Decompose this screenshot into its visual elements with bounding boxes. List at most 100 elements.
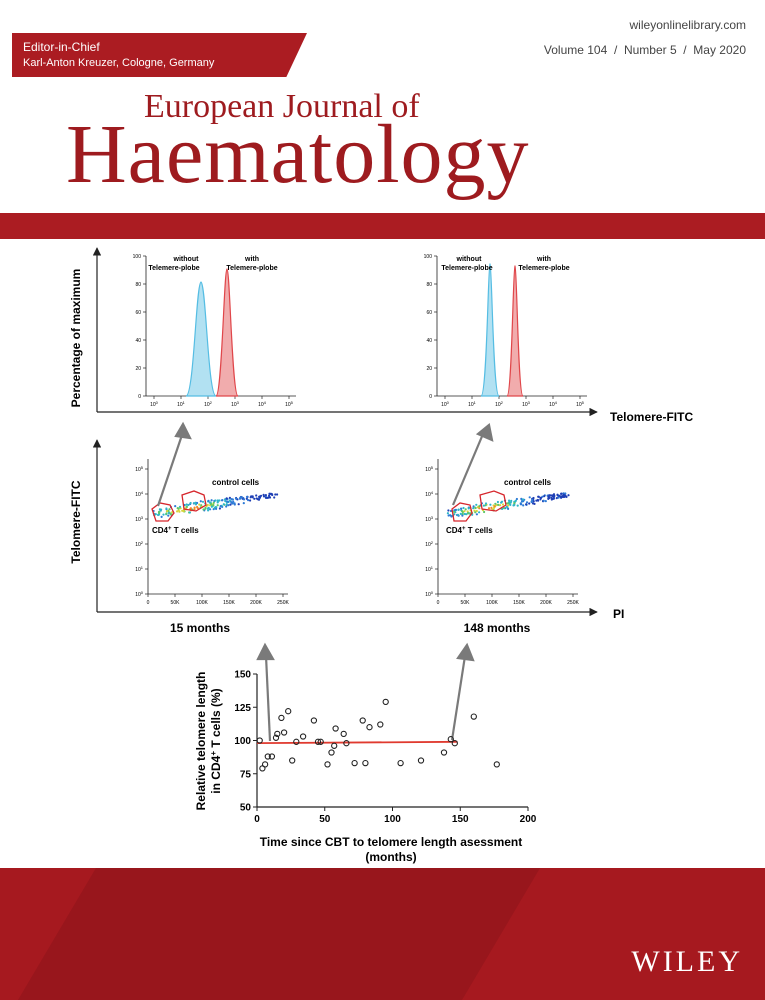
cell-event (178, 510, 181, 513)
journal-title-line2: Haematology (66, 108, 530, 201)
flow-x-tick-label: 250K (277, 600, 289, 606)
chart-y-label-line2: in CD4+ T cells (%) (209, 688, 224, 793)
cell-event (460, 507, 463, 510)
cell-event (520, 503, 523, 506)
data-point (447, 736, 454, 743)
cell-event (216, 501, 219, 504)
cell-event (520, 497, 523, 500)
flow-x-tick-label: 50K (171, 600, 181, 606)
cell-event (474, 511, 477, 514)
cell-event (262, 495, 266, 498)
cell-event (222, 503, 225, 506)
cell-event (478, 507, 481, 510)
editor-name: Karl-Anton Kreuzer, Cologne, Germany (23, 57, 215, 69)
hist-y-tick-label: 0 (138, 394, 141, 400)
cell-event (475, 509, 478, 513)
trend-line (256, 740, 458, 745)
cell-event (193, 506, 196, 509)
cell-event (242, 498, 246, 501)
data-point (440, 749, 448, 756)
data-point (317, 738, 324, 745)
cell-event (512, 504, 515, 507)
cell-event (449, 509, 453, 513)
cell-event (478, 511, 481, 514)
cell-event (245, 495, 249, 498)
hist-y-tick-label: 100 (133, 254, 142, 260)
hist-without-label-1: without (173, 256, 200, 263)
scatter-x-label: PI (613, 607, 624, 621)
cell-event (251, 495, 254, 498)
cell-event (547, 495, 550, 498)
cell-event (210, 499, 213, 502)
flow-y-tick-label: 101 (425, 565, 434, 574)
cell-event (225, 497, 228, 500)
cell-event (206, 503, 209, 507)
cell-event (264, 496, 268, 499)
cell-event (274, 493, 277, 496)
cell-population-cloud (152, 492, 279, 518)
cell-event (199, 500, 202, 503)
cell-event (547, 496, 550, 500)
cell-event (202, 508, 205, 511)
hist-without-label-1: without (456, 256, 483, 263)
chart-y-tick-label: 75 (240, 769, 252, 780)
hist-x-tick-label: 103 (231, 400, 240, 409)
site-url[interactable]: wileyonlinelibrary.com (629, 18, 746, 32)
issue-line: Volume 104 / Number 5 / May 2020 (543, 43, 746, 57)
flow-x-tick-label: 150K (223, 600, 235, 606)
data-point (340, 730, 347, 738)
cell-event (552, 497, 555, 500)
data-point (272, 734, 280, 741)
cell-event (461, 514, 464, 517)
cell-event (218, 499, 221, 502)
cell-event (522, 504, 525, 507)
cell-event (198, 503, 201, 506)
cell-event (249, 499, 252, 502)
cell-event (463, 510, 466, 513)
cell-event (167, 511, 170, 515)
hist-x-tick-label: 101 (177, 400, 186, 409)
cell-event (502, 507, 506, 510)
data-point (264, 753, 271, 760)
cell-event (176, 510, 179, 513)
cell-event (167, 514, 170, 517)
cell-event (208, 501, 211, 504)
scatter-y-label: Telomere-FITC (69, 480, 83, 563)
cell-event (472, 505, 475, 508)
hist-y-tick-label: 80 (426, 282, 432, 288)
chart-x-label-line2: (months) (365, 850, 416, 864)
hist-x-tick-label: 105 (576, 400, 585, 409)
data-point (324, 761, 331, 768)
hist-x-tick-label: 104 (549, 400, 558, 409)
hist-without-label-2: Telemere-plobe (148, 265, 199, 272)
cell-event (207, 509, 210, 512)
data-point (366, 724, 373, 731)
cell-event (507, 507, 510, 510)
flow-x-tick-label: 150K (513, 600, 525, 606)
cell-event (214, 499, 217, 502)
publisher-logo: WILEY (631, 945, 743, 978)
cell-event (544, 500, 547, 503)
cell-event (450, 515, 453, 518)
cell-event (270, 493, 274, 496)
cell-event (525, 503, 528, 506)
hist-y-tick-label: 60 (426, 310, 432, 316)
cell-event (550, 496, 553, 499)
cell-event (516, 504, 519, 507)
cell-event (532, 500, 535, 503)
cell-event (178, 505, 182, 508)
hist-y-tick-label: 0 (429, 394, 432, 400)
cell-event (230, 498, 233, 501)
cell-event (478, 505, 481, 508)
cell-event (269, 492, 272, 495)
control-gate (181, 490, 207, 512)
cell-event (207, 499, 210, 502)
cell-event (496, 500, 499, 504)
control-cells-label: control cells (504, 478, 552, 487)
cell-event (467, 507, 470, 510)
chart-x-tick-label: 150 (452, 814, 469, 825)
hist-peak-without (480, 263, 500, 397)
cell-event (500, 500, 504, 503)
cell-event (555, 497, 558, 500)
editor-label: Editor-in-Chief (23, 40, 100, 54)
